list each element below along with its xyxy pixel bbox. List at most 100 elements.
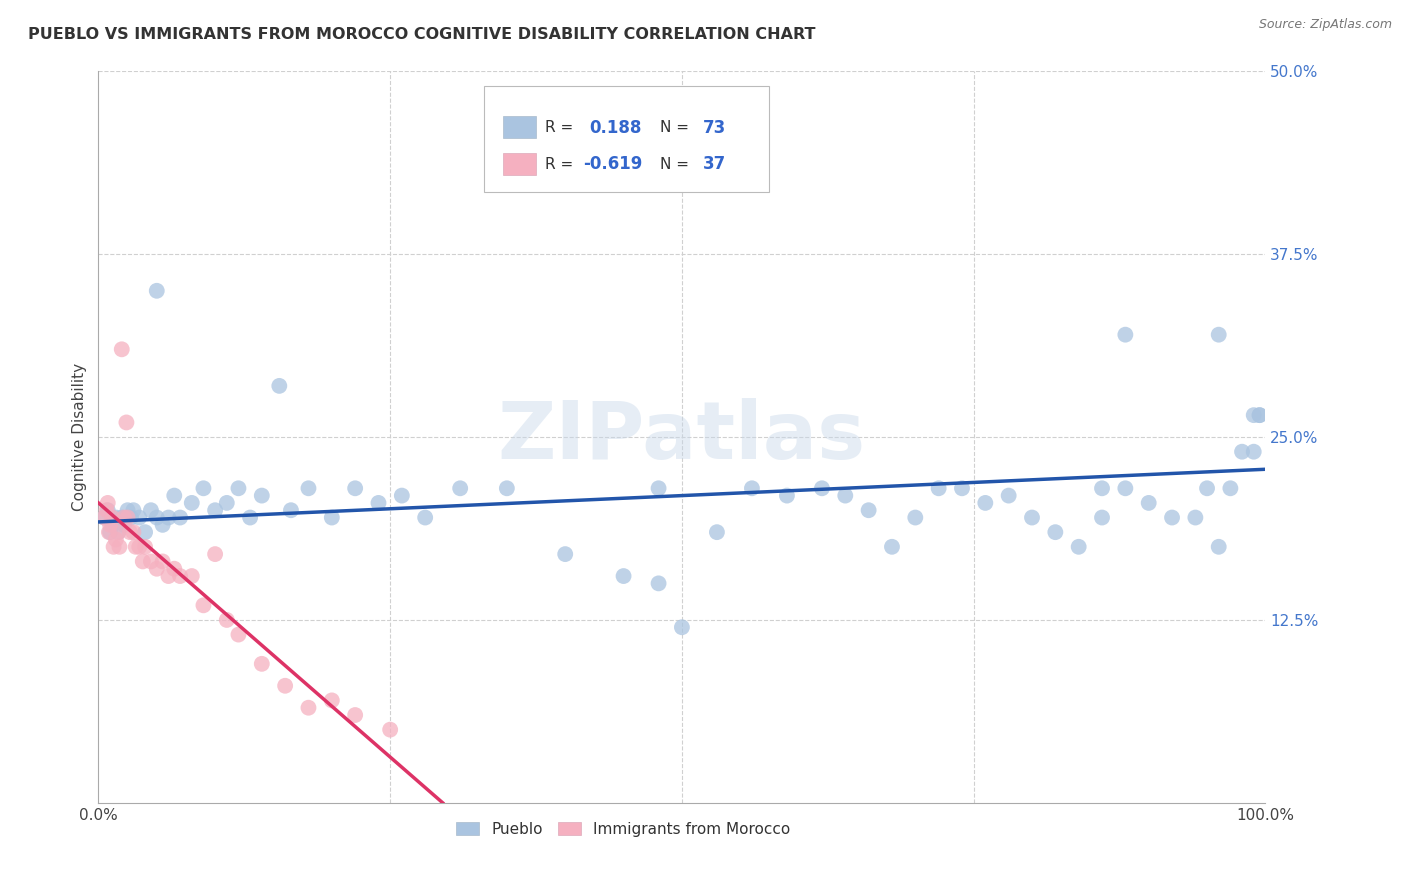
Point: [239, 510, 262, 524]
Point: [97, 496, 120, 510]
Point: [496, 481, 519, 495]
Point: [1243, 408, 1265, 422]
Point: [134, 525, 156, 540]
Text: Source: ZipAtlas.com: Source: ZipAtlas.com: [1258, 18, 1392, 31]
Point: [139, 554, 162, 568]
Point: [1243, 444, 1265, 458]
Point: [297, 700, 319, 714]
Point: [163, 489, 186, 503]
Text: R =: R =: [546, 120, 578, 136]
Point: [997, 489, 1019, 503]
Point: [103, 540, 125, 554]
Point: [413, 510, 436, 524]
Point: [107, 525, 129, 540]
Point: [811, 481, 834, 495]
Point: [152, 517, 174, 532]
Point: [613, 569, 636, 583]
Point: [122, 525, 145, 540]
Point: [1249, 408, 1271, 422]
Point: [111, 510, 134, 524]
Point: [1114, 481, 1136, 495]
Point: [321, 510, 343, 524]
Point: [139, 503, 162, 517]
Point: [321, 693, 343, 707]
Point: [157, 569, 180, 583]
Text: PUEBLO VS IMMIGRANTS FROM MOROCCO COGNITIVE DISABILITY CORRELATION CHART: PUEBLO VS IMMIGRANTS FROM MOROCCO COGNIT…: [28, 27, 815, 42]
Point: [1091, 510, 1114, 524]
Point: [146, 284, 169, 298]
Point: [741, 481, 763, 495]
Point: [215, 613, 238, 627]
Point: [228, 481, 250, 495]
Point: [880, 540, 903, 554]
Point: [671, 620, 693, 634]
Point: [950, 481, 973, 495]
Point: [1249, 408, 1271, 422]
Point: [647, 576, 669, 591]
Point: [107, 525, 129, 540]
Point: [146, 510, 169, 524]
Point: [1045, 525, 1067, 540]
Point: [98, 517, 121, 532]
Point: [193, 599, 215, 613]
Point: [274, 679, 297, 693]
Point: [1208, 327, 1230, 342]
Point: [1230, 444, 1253, 458]
Text: -0.619: -0.619: [582, 155, 643, 173]
Point: [1114, 327, 1136, 342]
Text: N =: N =: [659, 120, 693, 136]
Point: [228, 627, 250, 641]
Point: [117, 510, 139, 524]
Bar: [503, 116, 536, 138]
Point: [120, 510, 142, 524]
Legend: Pueblo, Immigrants from Morocco: Pueblo, Immigrants from Morocco: [450, 815, 797, 843]
Point: [101, 517, 124, 532]
Point: [128, 540, 150, 554]
Point: [1021, 510, 1043, 524]
Point: [834, 489, 856, 503]
Point: [104, 510, 127, 524]
Point: [125, 540, 148, 554]
Text: R =: R =: [546, 157, 578, 172]
Point: [1184, 510, 1206, 524]
Point: [169, 569, 191, 583]
Text: N =: N =: [659, 157, 693, 172]
Point: [93, 510, 115, 524]
Point: [117, 503, 139, 517]
Point: [112, 517, 135, 532]
Point: [93, 510, 115, 524]
Point: [297, 481, 319, 495]
Y-axis label: Cognitive Disability: Cognitive Disability: [72, 363, 87, 511]
Point: [118, 525, 141, 540]
Point: [98, 525, 121, 540]
Point: [180, 496, 202, 510]
Point: [391, 489, 413, 503]
Point: [554, 547, 576, 561]
Text: 0.188: 0.188: [589, 119, 643, 136]
Point: [776, 489, 799, 503]
Point: [974, 496, 997, 510]
Point: [97, 503, 120, 517]
Point: [115, 416, 138, 430]
Point: [96, 503, 118, 517]
Point: [180, 569, 202, 583]
Text: ZIPatlas: ZIPatlas: [498, 398, 866, 476]
Point: [134, 540, 156, 554]
Point: [1195, 481, 1218, 495]
Point: [250, 657, 273, 671]
Point: [132, 554, 155, 568]
Point: [204, 547, 226, 561]
Point: [1067, 540, 1090, 554]
Point: [157, 510, 180, 524]
Point: [112, 510, 135, 524]
Point: [163, 562, 186, 576]
Point: [1137, 496, 1160, 510]
Point: [104, 533, 127, 547]
Point: [928, 481, 950, 495]
Point: [97, 525, 120, 540]
Point: [1208, 540, 1230, 554]
Point: [1161, 510, 1184, 524]
Point: [904, 510, 927, 524]
Point: [128, 510, 150, 524]
Point: [367, 496, 389, 510]
